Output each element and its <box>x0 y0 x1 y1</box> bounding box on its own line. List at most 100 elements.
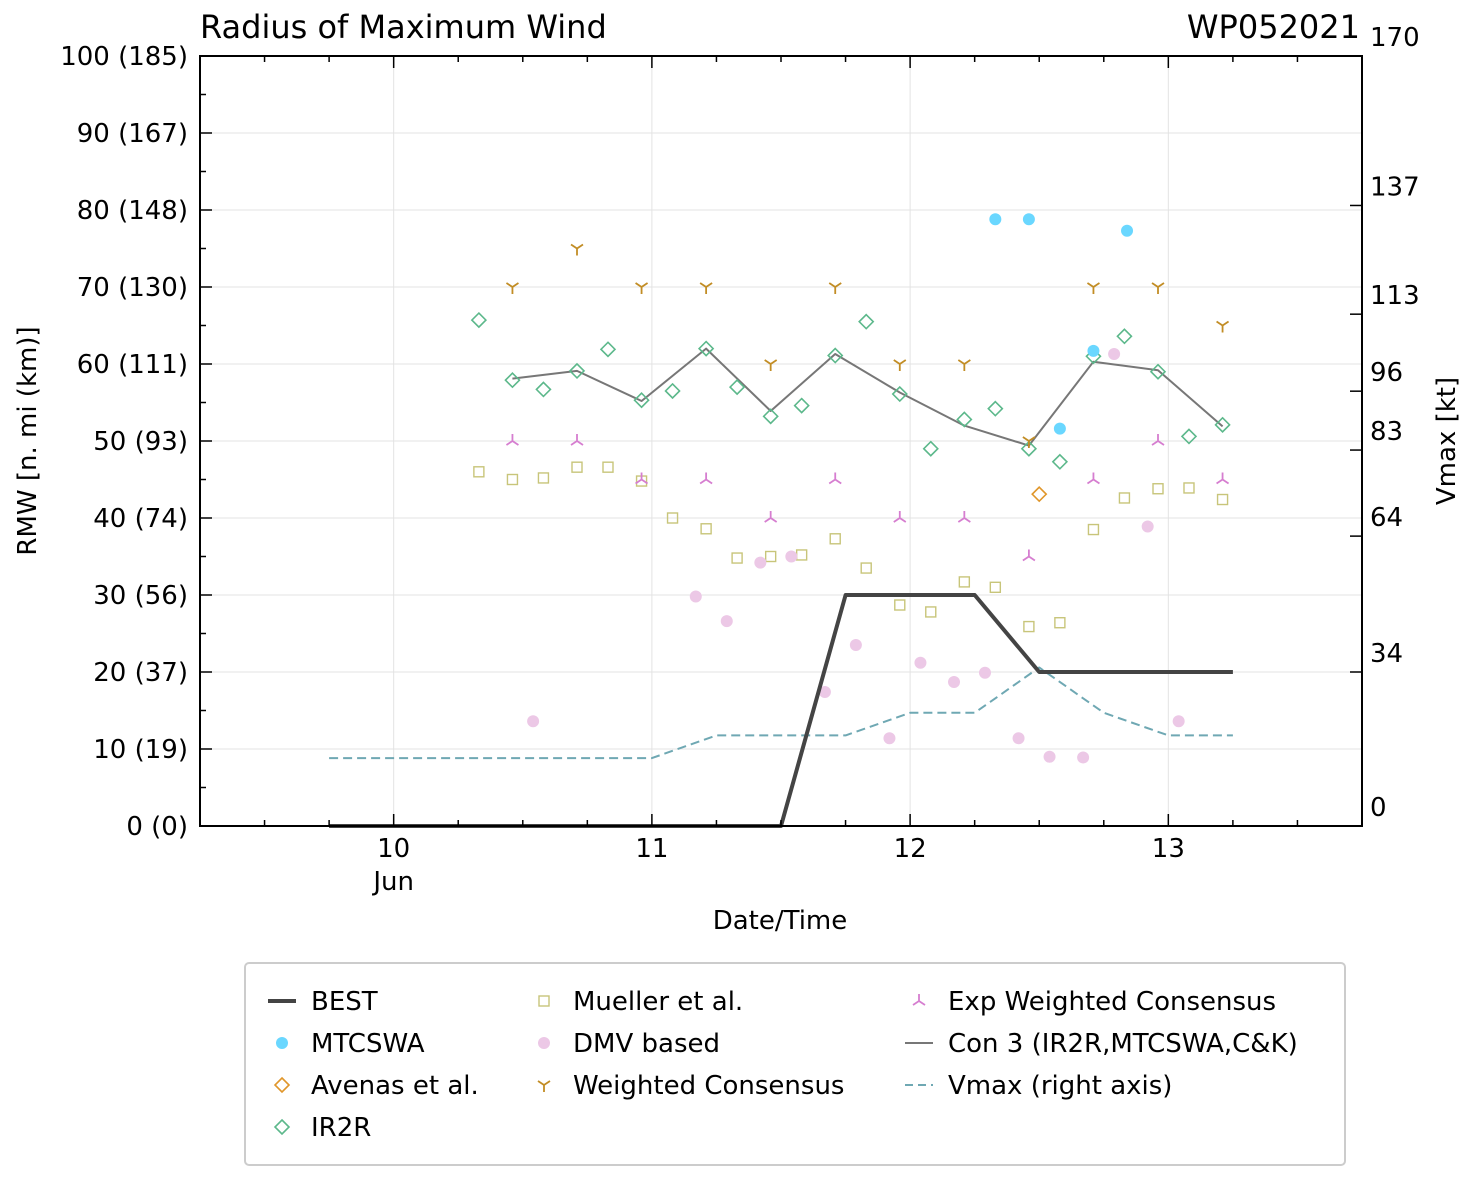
x-tick-label: 10 <box>377 834 410 864</box>
y-tick-label: 100 (185) <box>60 42 188 72</box>
y-tick-label: 10 (19) <box>93 735 188 765</box>
mtcswa-point <box>1087 344 1100 357</box>
dmv-based-point <box>914 656 927 669</box>
weighted-consensus-point <box>893 359 907 371</box>
exp-weighted-consensus-point <box>1086 472 1100 485</box>
ir2r-point <box>793 397 810 414</box>
legend-vmax-right-axis-label: Vmax (right axis) <box>948 1071 1172 1101</box>
dmv-based-point <box>1141 520 1154 533</box>
mueller-et-al-point <box>1152 483 1164 495</box>
ir2r-point <box>827 347 844 364</box>
dmv-based-point <box>1077 751 1090 764</box>
best-line <box>329 593 1233 828</box>
weighted-consensus-point <box>1086 282 1100 294</box>
ir2r-point <box>1214 416 1231 433</box>
y-right-tick-label: 83 <box>1370 417 1403 447</box>
ir2r-point <box>535 381 552 398</box>
legend-dmv-based-label: DMV based <box>573 1029 720 1059</box>
dmv-based-point <box>883 732 896 745</box>
x-axis-label: Date/Time <box>713 906 848 936</box>
ir2r-point <box>599 341 617 358</box>
y-axis-label: RMW [n. mi (km)] <box>13 326 43 555</box>
ir2r-point <box>470 311 488 329</box>
dmv-based-point <box>1012 732 1025 745</box>
ir2r-point <box>568 362 586 380</box>
legend-box <box>244 962 1346 1166</box>
ir2r-point <box>987 400 1004 417</box>
y-right-tick-label: 34 <box>1370 639 1403 669</box>
legend-ir2r-swatch <box>273 1118 291 1136</box>
exp-weighted-consensus-point <box>505 434 519 446</box>
mueller-et-al-point <box>537 472 550 484</box>
vmax-right-axis-line <box>329 666 1233 760</box>
exp-weighted-consensus-point <box>635 472 649 485</box>
y-tick-label: 90 (167) <box>77 119 188 149</box>
exp-weighted-consensus-point <box>828 472 842 485</box>
ir2r-point <box>664 382 681 400</box>
ir2r-point <box>633 392 650 409</box>
series-layer <box>329 213 1233 828</box>
weighted-consensus-point <box>1151 282 1165 294</box>
ir2r-point <box>697 340 715 357</box>
y-tick-label: 30 (56) <box>93 581 188 611</box>
ir2r-point <box>762 408 779 425</box>
exp-weighted-consensus-point <box>1151 434 1165 446</box>
weighted-consensus-point <box>699 282 713 294</box>
y-axis-right-label: Vmax [kt] <box>1432 377 1462 505</box>
ir2r-point <box>1051 453 1069 470</box>
storm-id: WP052021 <box>1187 8 1360 46</box>
legend-con-3-ir2r-mtcswa-c-k-label: Con 3 (IR2R,MTCSWA,C&K) <box>948 1029 1298 1059</box>
mtcswa-point <box>989 213 1002 226</box>
mueller-et-al-point <box>764 550 777 563</box>
dmv-based-point <box>720 615 733 628</box>
chart-title: Radius of Maximum Wind <box>200 8 607 46</box>
weighted-consensus-point <box>1022 436 1036 448</box>
exp-weighted-consensus-point <box>699 472 713 485</box>
mueller-et-al-point <box>989 581 1002 593</box>
mueller-et-al-point <box>602 461 614 473</box>
mtcswa-point <box>1022 213 1035 226</box>
weighted-consensus-point <box>635 282 649 294</box>
weighted-consensus-point <box>570 243 584 256</box>
y-right-tick-label: 96 <box>1370 358 1403 388</box>
y-tick-label: 20 (37) <box>93 658 188 688</box>
mueller-et-al-point <box>473 466 485 478</box>
mueller-et-al-point <box>731 552 743 564</box>
dmv-based-point <box>818 686 831 699</box>
y-right-tick-label: 113 <box>1370 281 1420 311</box>
ir2r-point <box>728 378 746 396</box>
exp-weighted-consensus-point <box>1216 472 1230 485</box>
mueller-et-al-point <box>829 533 841 545</box>
mueller-et-al-point <box>571 461 583 473</box>
weighted-consensus-point <box>764 359 778 371</box>
legend-weighted-consensus-label: Weighted Consensus <box>573 1071 844 1101</box>
avenas-et-al-point <box>1031 485 1048 503</box>
y-tick-label: 0 (0) <box>126 812 188 842</box>
weighted-consensus-point <box>828 282 842 294</box>
mueller-et-al-point <box>506 473 519 486</box>
ir2r-point <box>1116 328 1133 345</box>
ir2r-point <box>956 411 973 428</box>
dmv-based-point <box>1108 347 1121 360</box>
mueller-et-al-point <box>1118 492 1131 504</box>
x-tick-label: 12 <box>894 834 927 864</box>
mueller-et-al-point <box>894 599 906 611</box>
mueller-et-al-point <box>1023 620 1035 633</box>
con-3-ir2r-mtcswa-c-k-line <box>512 347 1224 447</box>
ir2r-point <box>1149 363 1167 380</box>
exp-weighted-consensus-point <box>893 511 907 523</box>
legend-mueller-et-al-label: Mueller et al. <box>573 987 743 1017</box>
mueller-et-al-point <box>1183 482 1195 494</box>
y-right-tick-label: 137 <box>1370 172 1420 202</box>
legend-ir2r-label: IR2R <box>311 1113 371 1143</box>
legend-mtcswa-label: MTCSWA <box>311 1029 425 1059</box>
x-tick-label: 11 <box>635 834 668 864</box>
legend-dmv-based-swatch <box>538 1037 550 1049</box>
weighted-consensus-point <box>1216 320 1230 333</box>
mueller-et-al-point <box>700 523 712 535</box>
dmv-based-point <box>978 666 991 679</box>
x-tick-sublabel: Jun <box>371 867 414 897</box>
weighted-consensus-point <box>957 359 971 371</box>
